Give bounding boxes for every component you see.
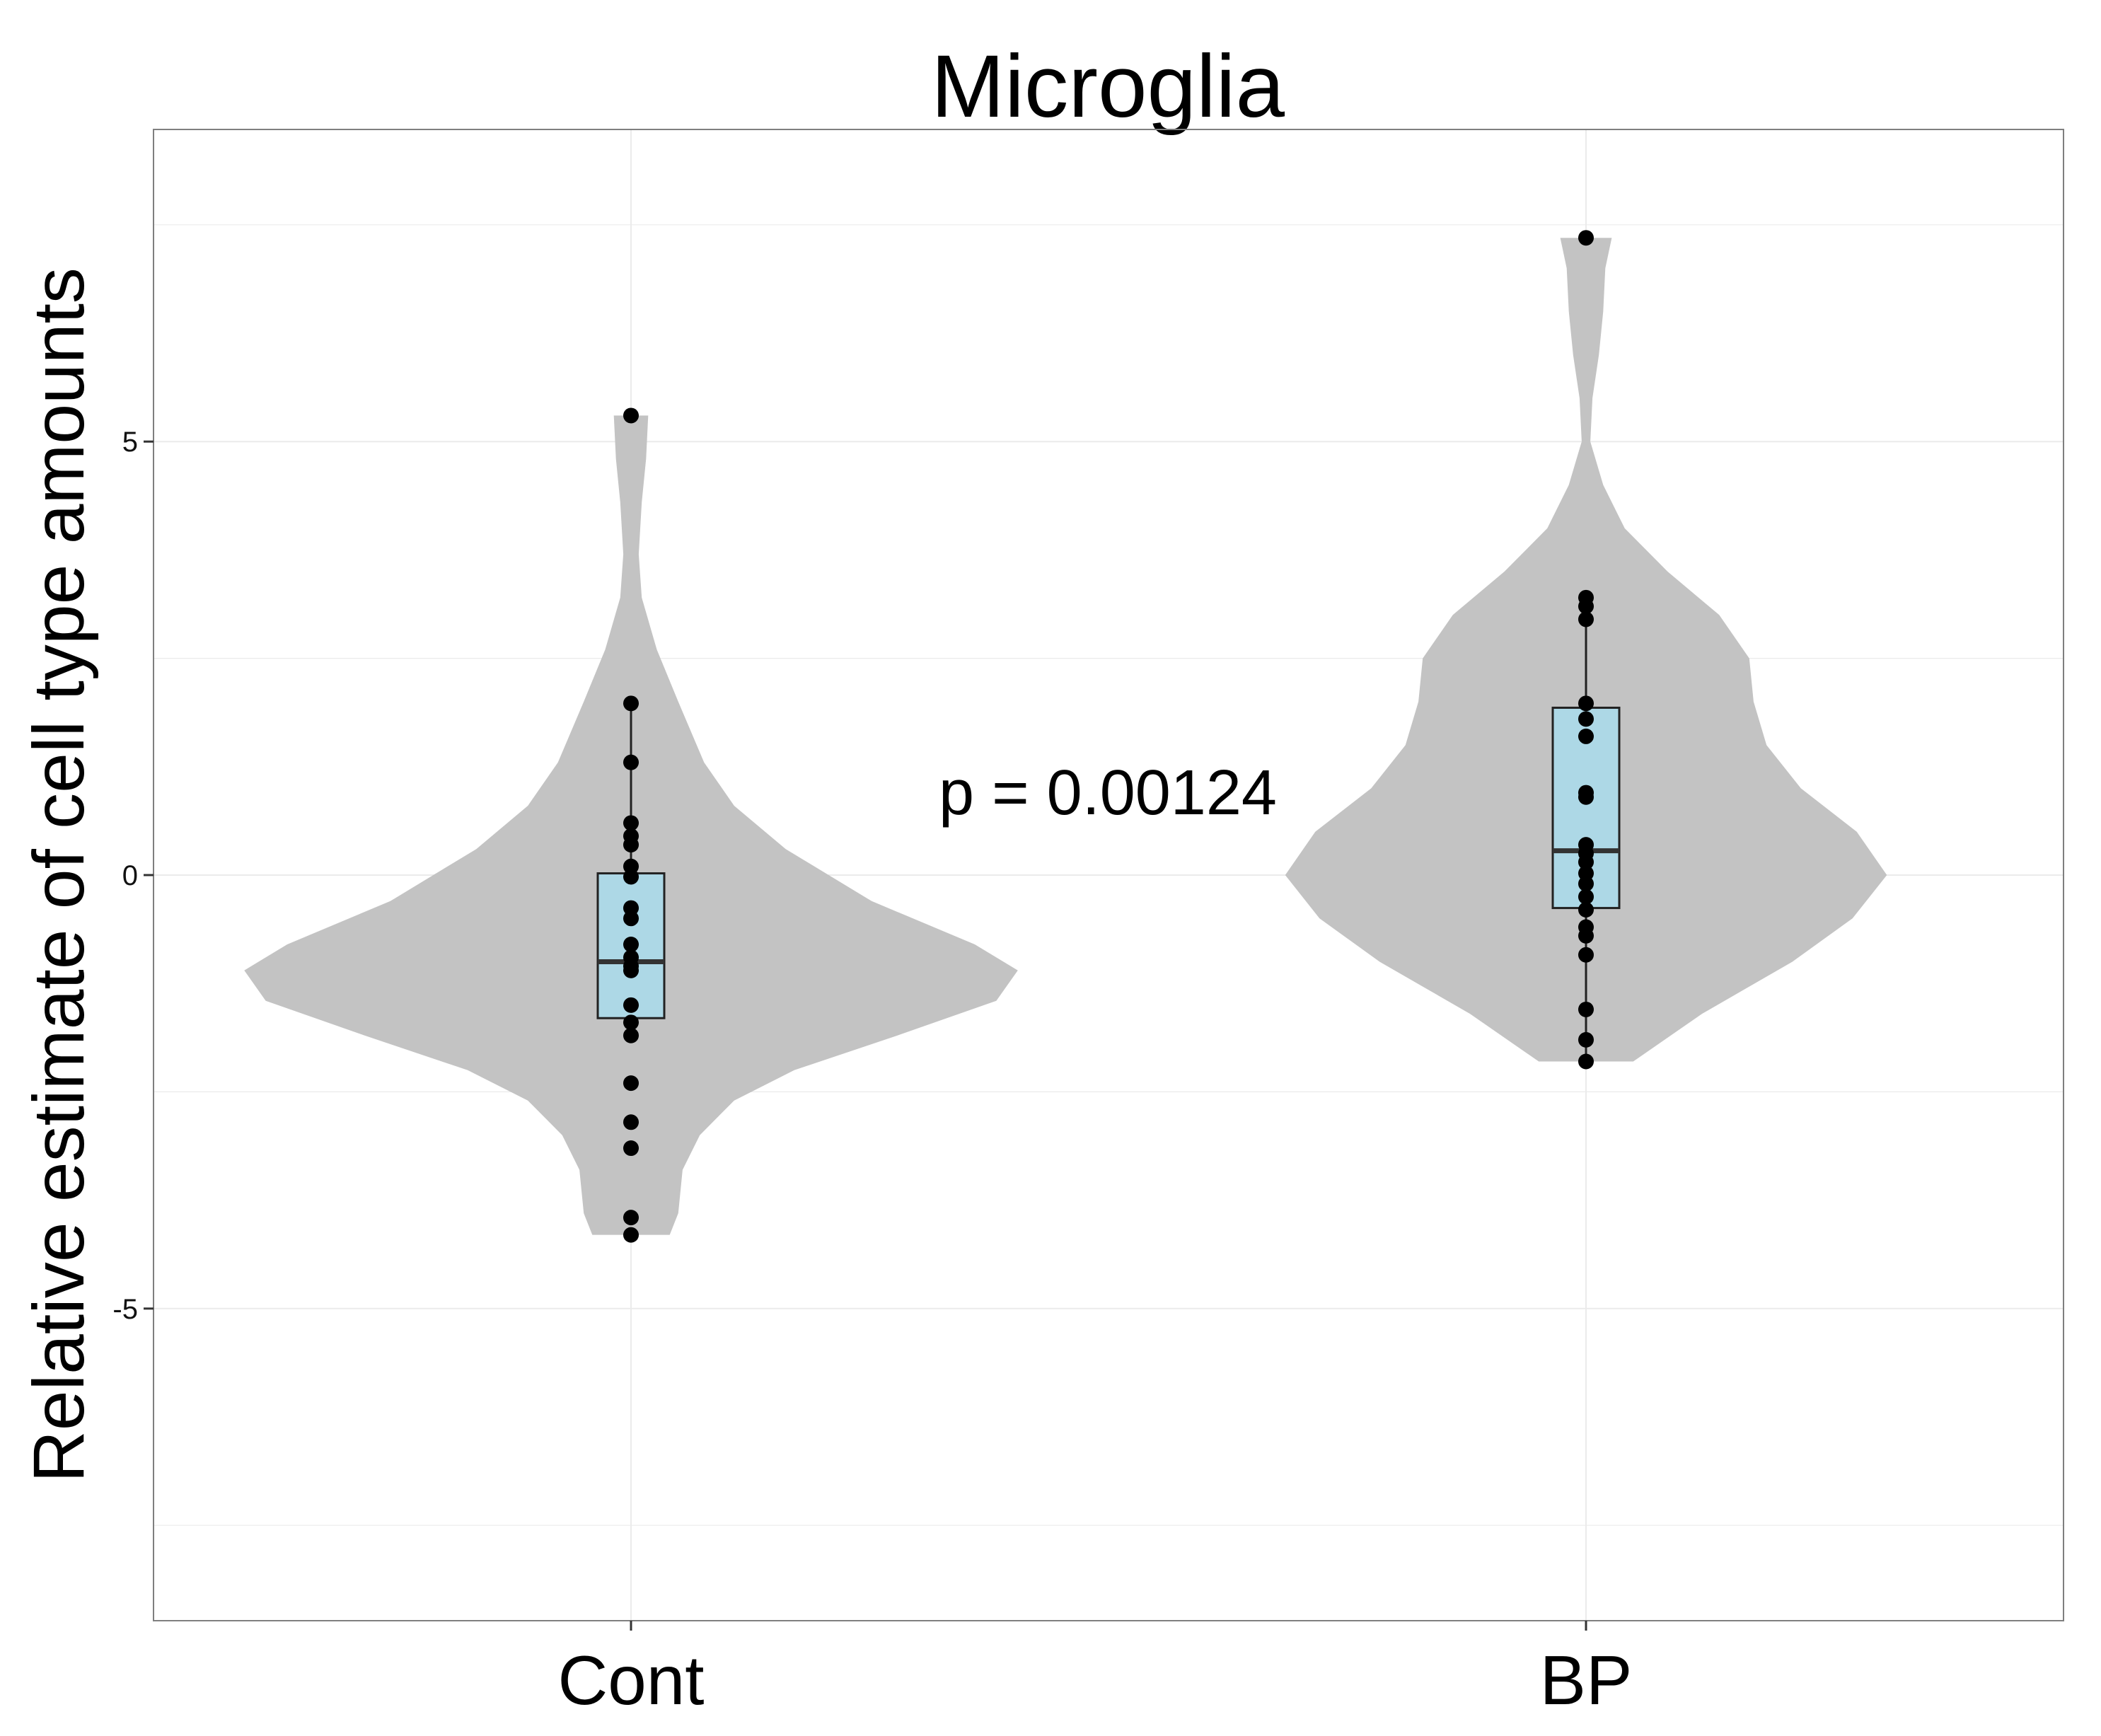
- data-point-cont: [623, 1075, 639, 1092]
- x-tick-label-cont: Cont: [557, 1641, 704, 1719]
- p-value-annotation: p = 0.00124: [939, 758, 1277, 828]
- data-point-cont: [623, 910, 639, 927]
- data-point-cont: [623, 815, 639, 831]
- data-point-bp: [1578, 854, 1594, 870]
- data-point-bp: [1578, 598, 1594, 615]
- data-point-bp: [1578, 695, 1594, 712]
- data-point-bp: [1578, 876, 1594, 892]
- data-point-bp: [1578, 902, 1594, 918]
- data-point-cont: [623, 1114, 639, 1130]
- data-point-cont: [623, 837, 639, 853]
- y-axis-title: Relative estimate of cell type amounts: [18, 267, 99, 1483]
- x-tick-label-bp: BP: [1540, 1641, 1633, 1719]
- data-point-cont: [623, 1014, 639, 1031]
- data-point-cont: [623, 1227, 639, 1243]
- data-point-bp: [1578, 711, 1594, 727]
- data-point-cont: [623, 937, 639, 953]
- data-point-bp: [1578, 1053, 1594, 1070]
- data-point-cont: [623, 407, 639, 424]
- axis-ticks: Cont BP -5 0 5: [112, 427, 1632, 1719]
- data-point-cont: [623, 962, 639, 978]
- y-tick-label: 5: [122, 427, 138, 458]
- data-point-bp: [1578, 1001, 1594, 1017]
- data-point-cont: [623, 1210, 639, 1226]
- y-tick-label: -5: [112, 1294, 138, 1325]
- data-point-bp: [1578, 789, 1594, 805]
- y-tick-label: 0: [122, 860, 138, 891]
- data-point-cont: [623, 869, 639, 885]
- data-point-cont: [623, 754, 639, 770]
- data-point-cont: [623, 1027, 639, 1043]
- data-point-bp: [1578, 889, 1594, 905]
- data-point-bp: [1578, 728, 1594, 744]
- data-point-bp: [1578, 1031, 1594, 1048]
- data-point-cont: [623, 997, 639, 1013]
- violins: [244, 238, 1887, 1235]
- data-point-cont: [623, 695, 639, 712]
- data-point-cont: [623, 1140, 639, 1157]
- data-point-bp: [1578, 927, 1594, 944]
- data-point-bp: [1578, 947, 1594, 963]
- data-point-bp: [1578, 611, 1594, 627]
- data-point-bp: [1578, 230, 1594, 246]
- data-points: [623, 230, 1594, 1243]
- chart-title: Microglia: [931, 37, 1285, 136]
